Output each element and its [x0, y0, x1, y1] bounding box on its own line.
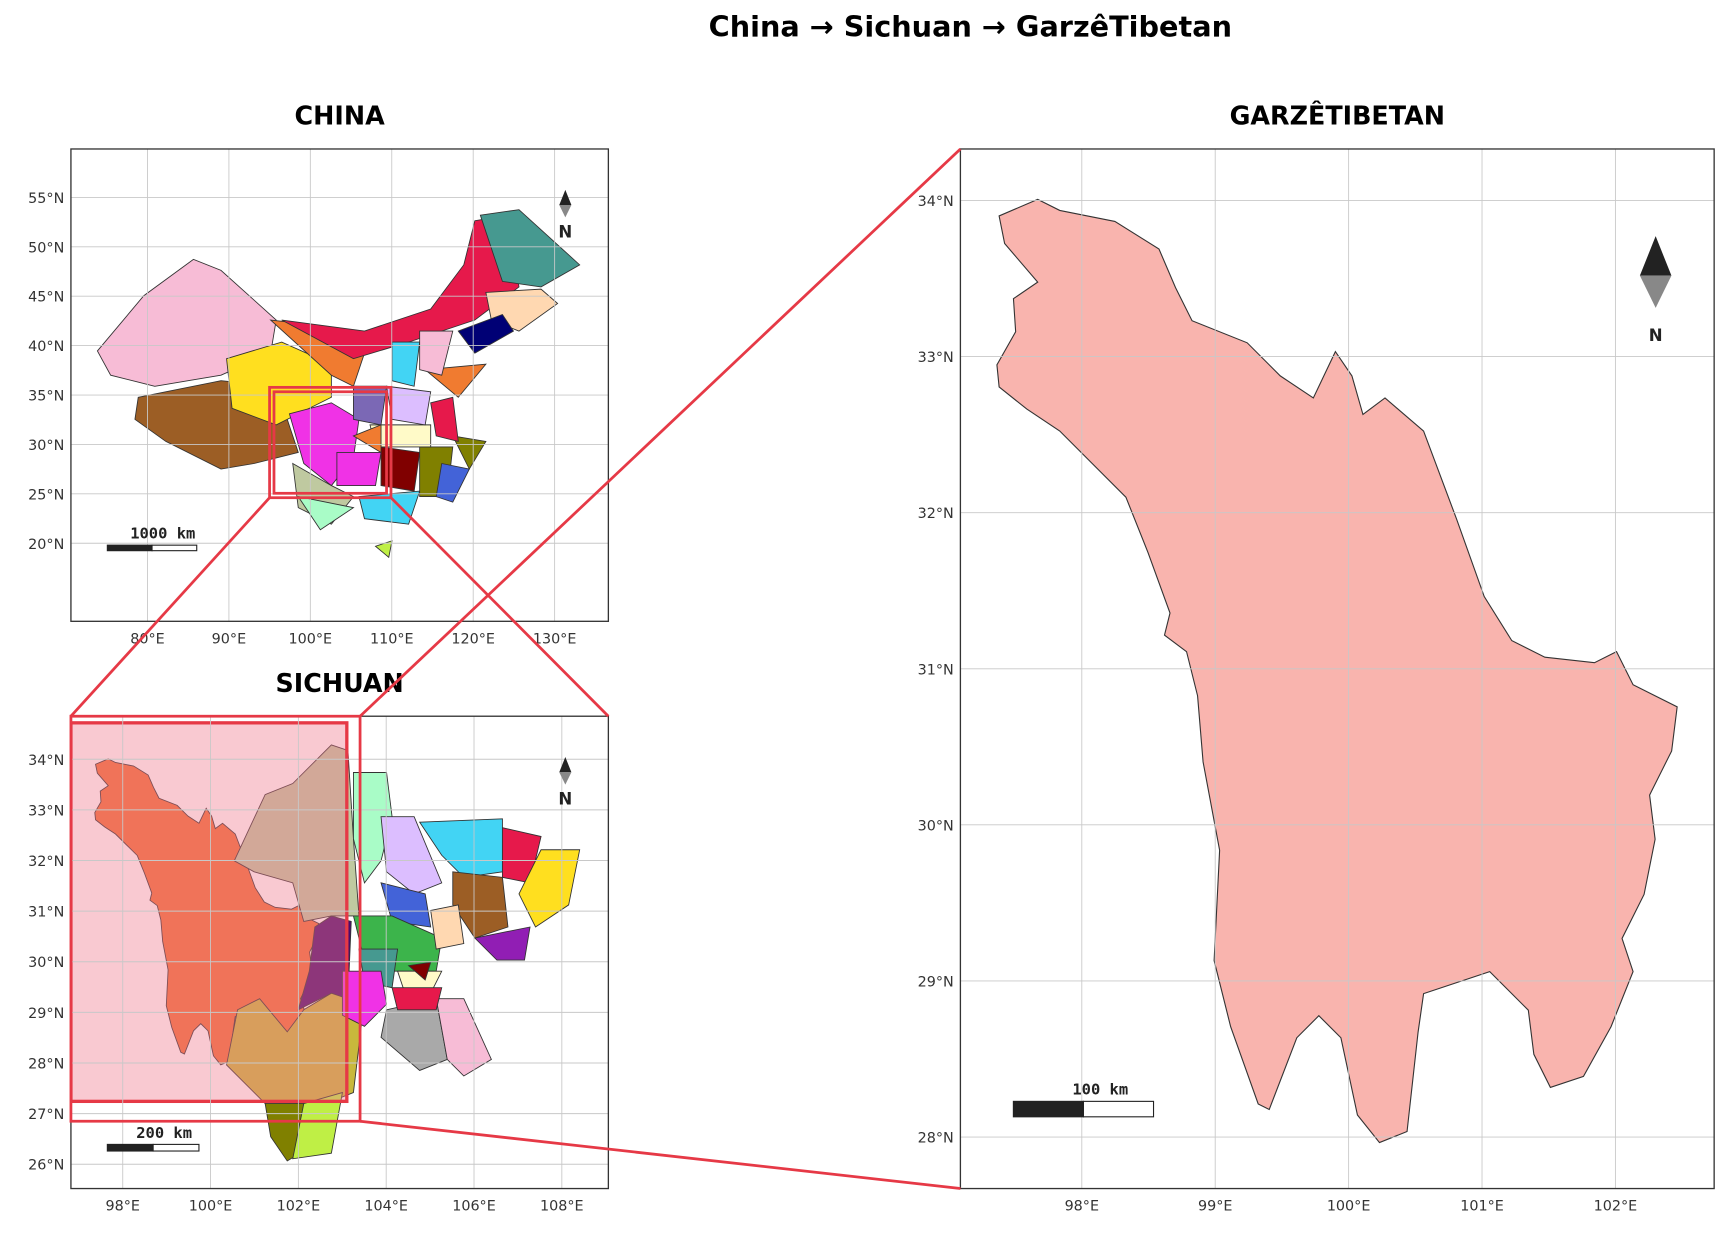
north-label: N	[558, 222, 572, 241]
prefecture	[380, 882, 432, 928]
highlight-box	[70, 721, 349, 1104]
y-tick-label: 32°N	[28, 854, 64, 870]
map-layer	[96, 209, 581, 559]
garze-region	[996, 198, 1678, 1144]
panel-frame	[70, 148, 610, 622]
prefecture	[430, 904, 465, 950]
scale-bar	[151, 544, 198, 552]
x-tick-label: 98°E	[106, 1199, 140, 1215]
x-tick-label: 108°E	[540, 1199, 584, 1215]
map-layer	[70, 721, 581, 1162]
prefecture	[435, 998, 492, 1077]
y-tick-label: 30°N	[28, 955, 64, 971]
y-tick-label: 20°N	[28, 537, 64, 553]
north-arrow	[559, 757, 572, 773]
x-tick-label: 104°E	[364, 1199, 408, 1215]
scale-bar	[152, 1143, 200, 1152]
province	[96, 258, 277, 387]
y-tick-label: 29°N	[918, 974, 954, 990]
x-tick-label: 106°E	[452, 1199, 496, 1215]
zoom-box	[69, 714, 362, 1123]
x-tick-label: 100°E	[1327, 1199, 1371, 1215]
y-tick-label: 25°N	[28, 487, 64, 503]
province	[358, 490, 421, 525]
y-tick-label: 28°N	[918, 1131, 954, 1147]
scale-label: 1000 km	[130, 525, 195, 543]
y-tick-label: 40°N	[28, 339, 64, 355]
y-tick-label: 30°N	[28, 438, 64, 454]
zoom-line	[69, 496, 271, 718]
north-arrow	[1639, 275, 1672, 308]
y-tick-label: 33°N	[28, 803, 64, 819]
map-layer	[996, 198, 1678, 1144]
y-tick-label: 34°N	[28, 753, 64, 769]
prefecture	[233, 744, 360, 922]
figure-title: China → Sichuan → GarzêTibetan	[709, 10, 1232, 44]
north-label: N	[1649, 326, 1663, 345]
prefecture	[418, 818, 503, 878]
north-label: N	[558, 790, 572, 809]
prefecture	[292, 1091, 343, 1160]
north-arrow	[559, 204, 572, 218]
province	[297, 495, 355, 531]
x-tick-label: 101°E	[1460, 1199, 1504, 1215]
province	[419, 330, 454, 376]
y-tick-label: 45°N	[28, 290, 64, 306]
y-tick-label: 50°N	[28, 240, 64, 256]
x-tick-label: 99°E	[1198, 1199, 1232, 1215]
y-tick-label: 33°N	[918, 350, 954, 366]
x-tick-label: 100°E	[289, 631, 333, 647]
y-tick-label: 34°N	[918, 194, 954, 210]
prefecture	[473, 926, 531, 961]
x-tick-label: 100°E	[189, 1199, 233, 1215]
scale-label: 100 km	[1072, 1081, 1128, 1099]
zoom-line	[389, 496, 610, 718]
y-tick-label: 27°N	[28, 1107, 64, 1123]
y-tick-label: 55°N	[28, 191, 64, 207]
x-tick-label: 102°E	[1594, 1199, 1638, 1215]
province	[386, 385, 432, 426]
y-tick-label: 30°N	[918, 818, 954, 834]
y-tick-label: 29°N	[28, 1006, 64, 1022]
x-tick-label: 90°E	[212, 631, 246, 647]
province	[435, 462, 470, 503]
prefecture	[452, 871, 509, 939]
prefecture	[380, 816, 443, 895]
prefecture	[391, 987, 443, 1011]
x-tick-label: 130°E	[533, 631, 577, 647]
zoom-line	[359, 1119, 961, 1190]
y-tick-label: 32°N	[918, 506, 954, 522]
province	[430, 396, 459, 443]
x-tick-label: 102°E	[277, 1199, 321, 1215]
x-tick-label: 110°E	[370, 631, 414, 647]
panel-title: GARZÊTIBETAN	[1230, 101, 1445, 131]
north-arrow	[559, 189, 572, 205]
scale-label: 200 km	[136, 1124, 192, 1142]
y-tick-label: 31°N	[28, 905, 64, 921]
panel-title: SICHUAN	[276, 668, 404, 698]
scale-bar	[106, 544, 153, 552]
x-tick-label: 120°E	[451, 631, 495, 647]
panel-frame	[959, 148, 1715, 1190]
x-tick-label: 98°E	[1065, 1199, 1099, 1215]
north-arrow	[559, 772, 572, 785]
prefecture	[407, 961, 432, 981]
y-tick-label: 35°N	[28, 389, 64, 405]
scale-bar	[106, 1143, 154, 1152]
north-arrow	[1639, 236, 1672, 276]
zoom-line	[359, 147, 962, 718]
prefecture	[297, 915, 352, 1011]
prefecture	[518, 849, 581, 928]
y-tick-label: 28°N	[28, 1057, 64, 1073]
province	[336, 452, 382, 487]
scale-bar	[1082, 1100, 1155, 1118]
y-tick-label: 31°N	[918, 662, 954, 678]
zoom-box	[268, 385, 393, 500]
panel-title: CHINA	[295, 101, 386, 131]
y-tick-label: 26°N	[28, 1158, 64, 1174]
scale-bar	[1012, 1100, 1085, 1118]
zoom-box	[272, 390, 388, 495]
province	[226, 341, 332, 426]
